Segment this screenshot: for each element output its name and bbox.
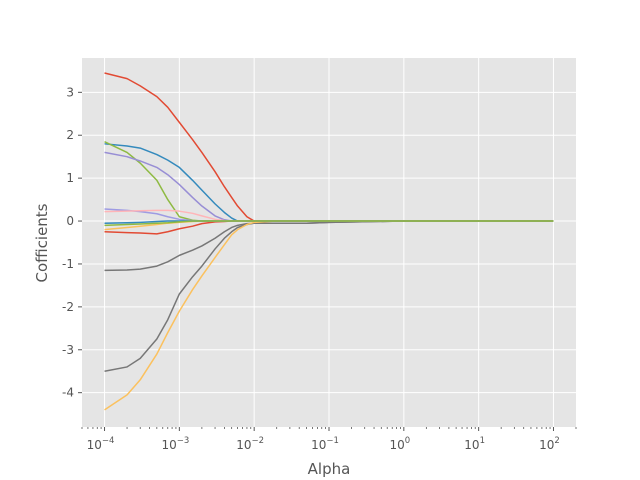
- x-tick-label: 10−4: [87, 436, 115, 452]
- y-tick-label: -3: [62, 343, 74, 357]
- y-axis-label: Cofficients: [33, 203, 51, 282]
- x-tick-label: 100: [389, 436, 410, 452]
- x-axis-ticks: 10−4 10−3 10−2 10−1 100 101 102: [81, 427, 577, 452]
- x-tick-label: 101: [464, 436, 485, 452]
- x-tick-label: 10−3: [161, 436, 189, 452]
- y-tick-label: 3: [66, 85, 74, 99]
- series-lines: [104, 72, 554, 411]
- y-tick-label: -4: [62, 386, 74, 400]
- x-tick-label: 10−1: [311, 436, 339, 452]
- series-line-8: [104, 220, 554, 372]
- y-tick-label: 1: [66, 171, 74, 185]
- x-axis-label: Alpha: [308, 460, 351, 478]
- x-tick-label: 102: [539, 436, 560, 452]
- y-axis-ticks: 3 2 1 0 -1 -2 -3 -4: [62, 85, 82, 400]
- x-tick-label: 10−2: [236, 436, 264, 452]
- y-tick-label: 2: [66, 128, 74, 142]
- y-tick-label: -1: [62, 257, 74, 271]
- series-line-13: [104, 220, 554, 227]
- y-tick-label: -2: [62, 300, 74, 314]
- y-tick-label: 0: [66, 214, 74, 228]
